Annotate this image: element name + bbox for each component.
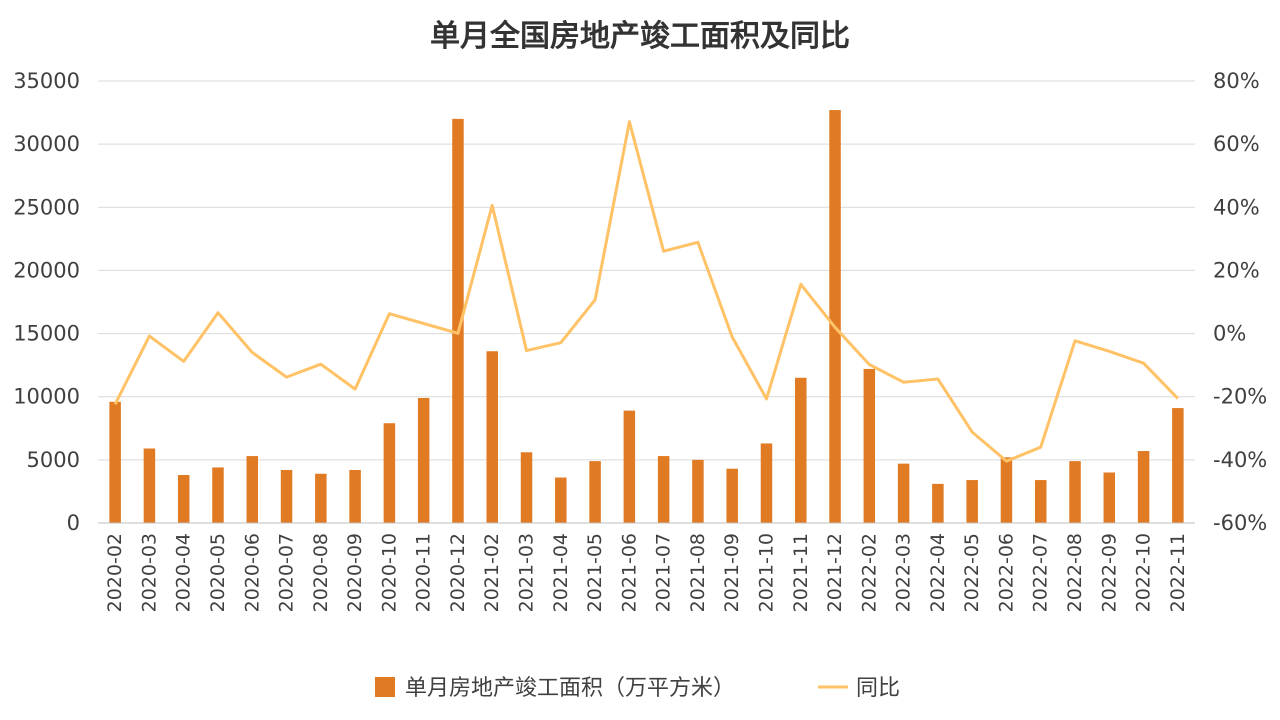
yoy-line [113,120,1179,463]
x-tick-label: 2022-09 [1098,533,1120,612]
x-tick-label: 2020-02 [104,533,126,612]
bar [555,477,567,523]
x-tick-label: 2020-09 [344,533,366,612]
y2-tick-label: -60% [1213,511,1267,535]
x-tick-label: 2021-12 [824,533,846,612]
x-tick-label: 2021-05 [584,533,606,612]
y-tick-label: 5000 [27,448,80,472]
bar [212,467,224,523]
x-tick-label: 2020-06 [241,533,263,612]
y-tick-label: 25000 [13,195,80,219]
x-tick-label: 2021-09 [721,533,743,612]
bar [897,463,910,523]
y2-tick-label: -40% [1213,448,1267,472]
y2-tick-label: 40% [1213,195,1260,219]
x-tick-label: 2021-03 [516,533,538,612]
bar [315,473,327,523]
x-tick-label: 2021-06 [618,533,640,612]
x-tick-label: 2020-10 [378,533,400,612]
bar [589,461,601,523]
y2-tick-label: -20% [1213,385,1267,409]
legend-bar-swatch [375,677,395,697]
x-tick-label: 2020-12 [447,533,469,612]
bar [692,459,704,523]
bar [486,351,498,523]
x-tick-label: 2022-04 [927,533,949,612]
bar-series [109,110,1184,523]
bar [1103,472,1116,523]
bar [966,480,978,523]
bar [623,410,636,523]
x-tick-label: 2020-07 [276,533,298,612]
bar [417,397,430,523]
x-tick-label: 2022-10 [1133,533,1155,612]
bar [177,475,190,523]
x-tick-label: 2020-05 [207,533,229,612]
bar [1034,480,1047,523]
x-tick-label: 2022-05 [961,533,983,612]
x-tick-label: 2021-10 [755,533,777,612]
bar [520,452,533,523]
y2-tick-label: 60% [1213,132,1260,156]
bar [1137,451,1150,523]
y2-tick-label: 80% [1213,69,1260,93]
bar [280,469,293,523]
bar [726,468,738,523]
bar [109,401,121,523]
x-tick-label: 2021-08 [687,533,709,612]
x-tick-label: 2022-11 [1167,533,1189,612]
legend-line-label: 同比 [856,676,900,701]
y-tick-label: 0 [67,511,80,535]
y-tick-label: 30000 [13,132,80,156]
x-tick-label: 2022-06 [995,533,1017,612]
y-tick-label: 35000 [13,69,80,93]
x-tick-label: 2022-08 [1064,533,1086,612]
y-tick-label: 10000 [13,385,80,409]
x-tick-label: 2020-11 [413,533,435,612]
x-tick-label: 2022-03 [893,533,915,612]
bar [760,443,773,523]
bar [795,377,807,523]
line-series [113,120,1179,463]
x-tick-label: 2021-11 [790,533,812,612]
gridlines [98,80,1195,524]
x-tick-label: 2020-03 [138,533,160,612]
x-tick-label: 2022-02 [858,533,880,612]
chart-title: 单月全国房地产竣工面积及同比 [430,19,850,54]
x-tick-label: 2021-07 [653,533,675,612]
bar [349,469,361,523]
x-tick-label: 2021-04 [550,533,572,612]
y-tick-label: 15000 [13,322,80,346]
y2-tick-label: 0% [1213,322,1246,346]
y-tick-label: 20000 [13,258,80,282]
bar [863,368,876,523]
bar [1000,457,1013,523]
x-tick-label: 2020-04 [173,533,195,612]
y2-tick-label: 20% [1213,258,1260,282]
legend: 单月房地产竣工面积（万平方米） 同比 [375,676,900,701]
x-tick-label: 2021-02 [481,533,503,612]
bar [829,110,841,523]
bar [452,118,464,523]
x-tick-label: 2020-08 [310,533,332,612]
x-tick-label: 2022-07 [1030,533,1052,612]
bar [932,483,944,523]
bar [143,448,156,523]
bar [1172,408,1184,523]
legend-bar-label: 单月房地产竣工面积（万平方米） [405,676,735,701]
bar [657,456,670,523]
bar [1069,461,1081,523]
bar [383,423,396,523]
bar [246,456,259,523]
axes: 0 -60% 5000 -40% 10000 -20% 15000 0% 20000 20% 250… [13,69,1267,612]
